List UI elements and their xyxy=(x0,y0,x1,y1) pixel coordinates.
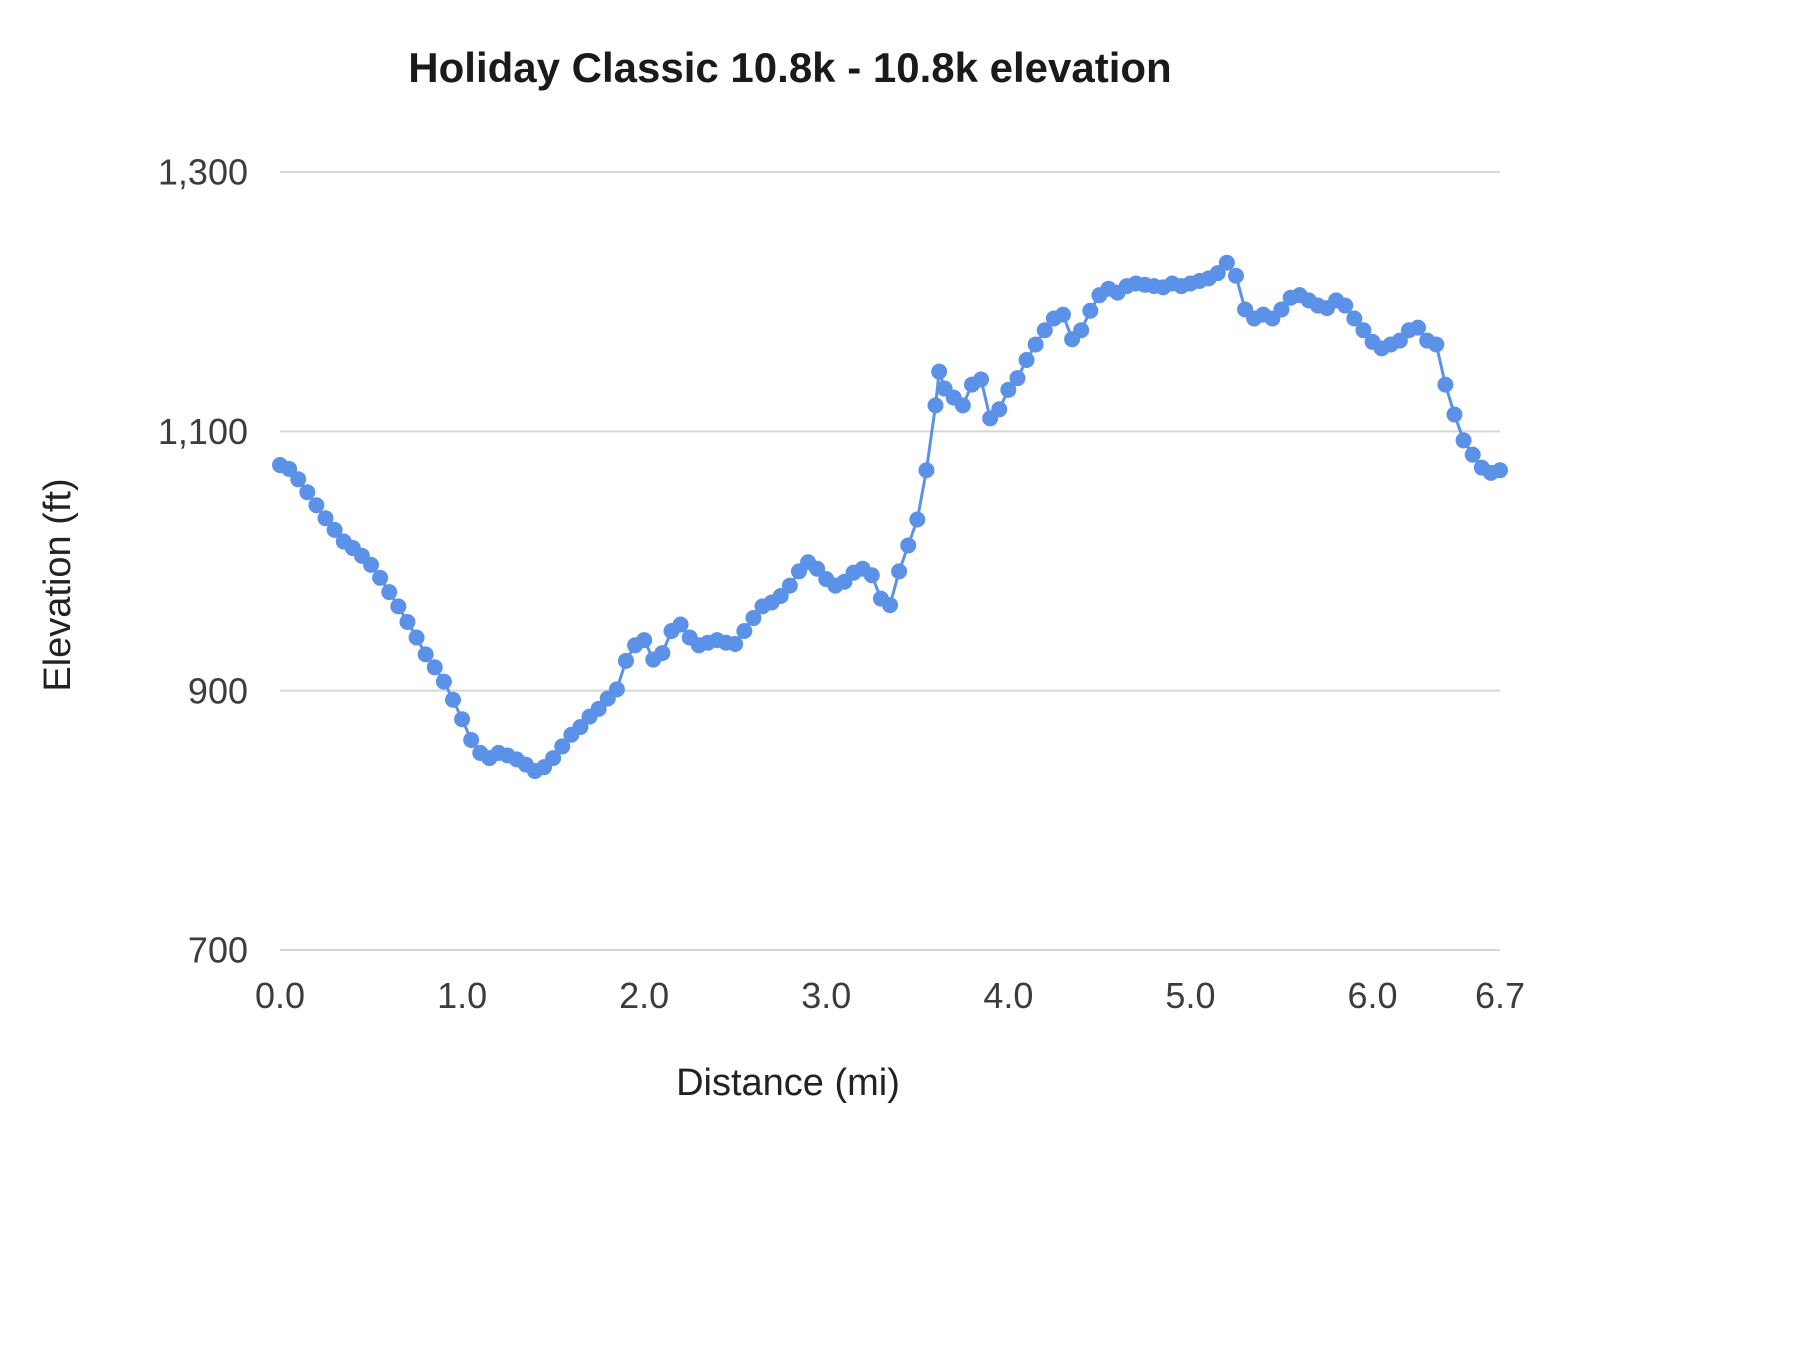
data-point xyxy=(390,598,407,615)
x-axis-label: Distance (mi) xyxy=(676,1062,900,1104)
data-point xyxy=(927,397,944,414)
data-point xyxy=(1437,376,1454,393)
data-point xyxy=(1000,381,1017,398)
data-point xyxy=(617,652,634,669)
data-point xyxy=(1018,352,1035,369)
data-point xyxy=(781,577,798,594)
data-point xyxy=(554,738,571,755)
data-point xyxy=(381,584,398,601)
data-point xyxy=(1492,462,1508,479)
data-point xyxy=(608,681,625,698)
y-tick-labels: 700 900 1,100 1,300 xyxy=(158,152,248,971)
x-tick-labels: 0.0 1.0 2.0 3.0 4.0 5.0 6.0 6.7 xyxy=(255,975,1525,1016)
data-point xyxy=(444,691,461,708)
data-point xyxy=(1337,297,1354,314)
data-point xyxy=(454,711,471,728)
data-point xyxy=(727,635,744,652)
data-point xyxy=(1218,254,1235,271)
x-tick-label: 6.7 xyxy=(1475,975,1525,1016)
data-point xyxy=(931,363,948,380)
data-point xyxy=(1391,332,1408,349)
data-point xyxy=(1428,336,1445,353)
data-point xyxy=(572,718,589,735)
data-point xyxy=(363,556,380,573)
data-point xyxy=(281,460,298,477)
gridlines xyxy=(280,171,1500,951)
data-point xyxy=(1073,322,1090,339)
x-tick-label: 4.0 xyxy=(983,975,1033,1016)
data-point xyxy=(1027,336,1044,353)
data-point xyxy=(326,521,343,538)
y-tick-label: 900 xyxy=(188,670,248,711)
data-point xyxy=(399,613,416,630)
data-point xyxy=(308,497,325,514)
data-point xyxy=(1036,322,1053,339)
x-tick-label: 0.0 xyxy=(255,975,305,1016)
data-point xyxy=(772,588,789,605)
data-point xyxy=(317,510,334,527)
y-tick-label: 1,100 xyxy=(158,411,248,452)
y-tick-label: 700 xyxy=(188,930,248,971)
data-point xyxy=(1446,406,1463,423)
x-tick-label: 1.0 xyxy=(437,975,487,1016)
data-point xyxy=(1355,322,1372,339)
data-point xyxy=(672,616,689,633)
data-point xyxy=(1410,319,1427,336)
data-point xyxy=(590,700,607,717)
data-point xyxy=(463,731,480,748)
data-point xyxy=(1209,265,1226,282)
data-point xyxy=(1227,267,1244,284)
elevation-series xyxy=(272,254,1508,780)
chart-title: Holiday Classic 10.8k - 10.8k elevation xyxy=(408,44,1171,91)
x-tick-label: 5.0 xyxy=(1165,975,1215,1016)
data-point xyxy=(1009,370,1026,387)
data-point xyxy=(736,623,753,640)
data-point xyxy=(290,471,307,488)
data-point xyxy=(372,569,389,586)
data-point xyxy=(1455,432,1472,449)
data-point xyxy=(918,462,935,479)
y-axis-label: Elevation (ft) xyxy=(37,478,79,691)
data-point xyxy=(809,560,826,577)
x-tick-label: 3.0 xyxy=(801,975,851,1016)
data-point xyxy=(435,673,452,690)
data-point xyxy=(408,629,425,646)
data-point xyxy=(1346,310,1363,327)
x-tick-label: 6.0 xyxy=(1348,975,1398,1016)
data-point xyxy=(909,511,926,528)
x-tick-label: 2.0 xyxy=(619,975,669,1016)
data-point xyxy=(863,567,880,584)
data-point xyxy=(299,484,316,501)
data-point xyxy=(891,563,908,580)
data-point xyxy=(1273,301,1290,318)
data-point xyxy=(1464,446,1481,463)
data-point xyxy=(900,537,917,554)
data-point xyxy=(991,401,1008,418)
data-point xyxy=(426,659,443,676)
data-point xyxy=(636,632,653,649)
data-point xyxy=(882,597,898,614)
elevation-line xyxy=(279,260,1501,773)
data-point xyxy=(1082,302,1099,319)
data-point xyxy=(745,610,762,627)
data-point xyxy=(954,397,971,414)
data-point xyxy=(973,371,990,388)
y-tick-label: 1,300 xyxy=(158,152,248,193)
data-point xyxy=(654,645,671,662)
data-point xyxy=(417,646,434,663)
data-point xyxy=(1054,306,1071,323)
data-point xyxy=(545,750,562,767)
